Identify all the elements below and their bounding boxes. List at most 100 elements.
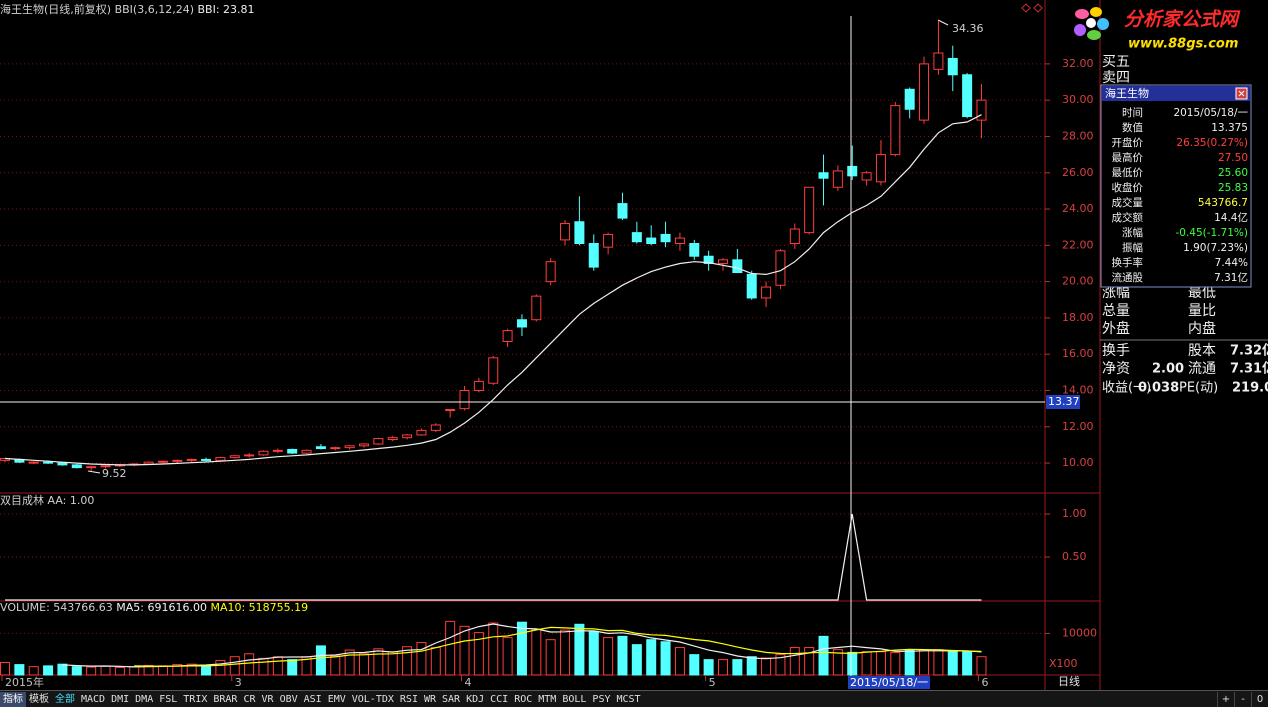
volume-bar — [100, 665, 111, 676]
tooltip-value: 25.60 — [1218, 167, 1248, 179]
x-tick-label: 4 — [465, 676, 472, 689]
tab[interactable]: 模板 — [29, 693, 49, 705]
volume-bar — [631, 644, 642, 676]
candle-body — [330, 447, 341, 450]
candle-body — [215, 457, 226, 461]
annotation: 9.52 — [102, 467, 127, 480]
logo-petal — [1074, 24, 1086, 36]
volume-bar — [875, 651, 886, 676]
tab[interactable]: DMI — [111, 693, 130, 705]
tooltip-label: 成交额 — [1112, 211, 1144, 224]
tooltip-label: 收盘价 — [1112, 181, 1144, 194]
candle-body — [947, 57, 958, 76]
tab[interactable]: DMA — [135, 693, 154, 705]
volume-bar — [502, 637, 513, 676]
candle-body — [761, 286, 772, 299]
candle-body — [100, 465, 111, 468]
tooltip-value: 27.50 — [1218, 152, 1248, 164]
candle-body — [890, 105, 901, 156]
side-value: 7.32亿 — [1230, 343, 1268, 359]
frames — [0, 0, 1101, 690]
series-line — [5, 514, 982, 601]
tab[interactable]: SAR — [442, 693, 461, 705]
volume-bar — [689, 654, 700, 676]
volume-bar — [588, 630, 599, 676]
tooltip-value: 7.44% — [1215, 257, 1248, 269]
period-label: 日线 — [1058, 674, 1080, 688]
button[interactable]: + — [1217, 691, 1234, 707]
volume-bar — [416, 642, 427, 676]
tab[interactable]: OBV — [279, 693, 298, 705]
date-tag — [848, 676, 930, 689]
button[interactable]: 0 — [1251, 691, 1268, 707]
y-tick-label: 16.00 — [1062, 347, 1094, 360]
tab[interactable]: ASI — [303, 693, 322, 705]
legend-entry: MA10: 518755.19 — [210, 601, 308, 614]
y-tick-label: 0.50 — [1062, 550, 1087, 563]
candle-body — [545, 261, 556, 283]
window-icons[interactable] — [1021, 3, 1043, 13]
tab[interactable]: ROC — [514, 693, 533, 705]
candle-body — [660, 233, 671, 243]
tab[interactable]: PSY — [592, 693, 611, 705]
tab[interactable]: BOLL — [562, 693, 587, 705]
candle-body — [933, 52, 944, 70]
side-label: 流通 — [1188, 361, 1216, 377]
button[interactable]: - — [1234, 691, 1251, 707]
volume-bar — [402, 646, 413, 676]
tab[interactable]: CCI — [490, 693, 509, 705]
price-tag — [1046, 395, 1080, 409]
candle-body — [28, 461, 39, 464]
candle-body — [703, 255, 714, 264]
volume-bar — [114, 667, 125, 676]
tab[interactable]: FSL — [159, 693, 178, 705]
volume-bar — [603, 637, 614, 676]
side-value: 7.31亿 — [1230, 361, 1268, 377]
tab[interactable]: MCST — [616, 693, 641, 705]
volume-bar — [71, 666, 82, 676]
tab[interactable]: 指标 — [0, 691, 26, 707]
volume-bar — [818, 635, 829, 676]
tab[interactable]: VOL-TDX — [351, 693, 394, 705]
legend-entry: BBI: 23.81 — [198, 3, 255, 16]
tab[interactable]: CR — [243, 693, 256, 705]
x-tick-label: 2015年 — [5, 675, 44, 689]
tab[interactable]: MTM — [538, 693, 557, 705]
tooltip-label: 换手率 — [1112, 256, 1144, 269]
tab[interactable]: KDJ — [466, 693, 485, 705]
side-label: 卖四 — [1102, 70, 1130, 86]
tabs: 指标 模板 全部 MACD DMI DMA FSL TRIX BRAR CR VR OBV ASI EMV… — [0, 691, 1045, 707]
logo-petal — [1097, 18, 1109, 30]
volume-bar — [890, 652, 901, 676]
side-label: 股本 — [1188, 343, 1216, 359]
side-value: 0.038 — [1138, 381, 1179, 396]
candle-body — [301, 449, 312, 454]
y-tick-label: 20.00 — [1062, 275, 1094, 288]
side-value: 219.0 — [1232, 381, 1268, 396]
candle-body — [445, 409, 456, 412]
candle-body — [287, 448, 298, 454]
volume-bar — [43, 665, 54, 676]
side-label: 最低 — [1188, 285, 1216, 301]
volume-bar — [330, 655, 341, 676]
volume-bar — [215, 659, 226, 676]
tab[interactable]: 全部 — [55, 693, 75, 705]
buttons: + -0 — [1217, 691, 1268, 707]
tab[interactable]: RSI — [399, 693, 418, 705]
volume-bar — [761, 657, 772, 676]
volume-bar — [0, 662, 10, 676]
series-line — [62, 623, 982, 668]
panel-header: 海王生物(日线,前复权) BBI(3,6,12,24) BBI: 23.81 — [0, 2, 255, 16]
tab[interactable]: BRAR — [213, 693, 238, 705]
tab[interactable]: MACD — [81, 693, 106, 705]
tab[interactable]: EMV — [327, 693, 346, 705]
volume-bar — [746, 656, 757, 676]
tab[interactable]: TRIX — [183, 693, 208, 705]
candle-body — [919, 63, 930, 121]
volume-bar — [272, 656, 283, 676]
tab[interactable]: VR — [261, 693, 274, 705]
volume-bar — [531, 628, 542, 676]
candle-body — [244, 454, 255, 457]
price-tag-label: 13.37 — [1048, 395, 1080, 408]
tab[interactable]: WR — [423, 693, 437, 705]
